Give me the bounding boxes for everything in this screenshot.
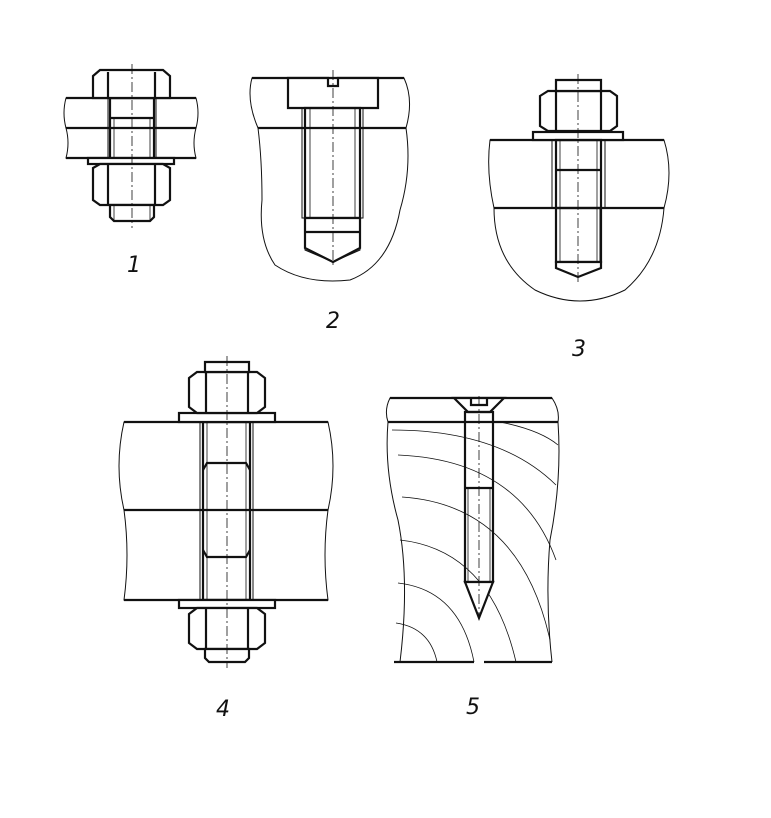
fig2-base-part: [257, 127, 409, 282]
fig4-lower-plate-left: [123, 509, 201, 601]
fig3-nut: [538, 89, 619, 133]
fig4-label: 4: [216, 697, 230, 722]
figure-4-bolt-joint: 4: [118, 356, 334, 722]
fig4-bolt-end: [203, 647, 251, 664]
fig5-wood-block: [386, 421, 560, 663]
fig1-lower-plate-right: [155, 127, 197, 159]
fig1-label: 1: [127, 253, 141, 278]
fig5-label: 5: [466, 695, 480, 720]
fig1-upper-plate-left: [63, 97, 109, 129]
figure-1-bolt-joint: 1: [63, 64, 199, 278]
fig2-top-plate-right: [362, 77, 410, 129]
fig5-wood-grain: [391, 421, 559, 663]
fig4-upper-plate-left: [118, 421, 201, 511]
fig1-nut: [91, 162, 172, 207]
fig1-lower-plate-left: [65, 127, 109, 159]
fig3-label: 3: [572, 337, 586, 362]
fig1-bolt-head: [91, 68, 172, 100]
fig3-hole-tip: [554, 260, 603, 279]
fig4-upper-plate-right: [252, 421, 334, 511]
fig3-stud-top: [554, 78, 603, 93]
fig4-lower-plate-right: [252, 509, 329, 601]
fig2-label: 2: [326, 309, 340, 334]
fig1-upper-plate-right: [155, 97, 199, 129]
fig3-base-part: [493, 207, 665, 302]
fig3-upper-plate-right: [604, 139, 670, 209]
figure-5-wood-screw-joint: 5: [385, 396, 560, 720]
fig2-hole-tip: [303, 216, 362, 264]
figure-2-screw-joint: 2: [249, 70, 410, 334]
fig2-screw-shank: [303, 106, 362, 220]
figure-3-stud-joint: 3: [488, 74, 670, 362]
fig4-bolt-top: [203, 360, 251, 374]
fig3-stud-body: [554, 138, 603, 264]
fig3-upper-plate-left: [488, 139, 553, 209]
